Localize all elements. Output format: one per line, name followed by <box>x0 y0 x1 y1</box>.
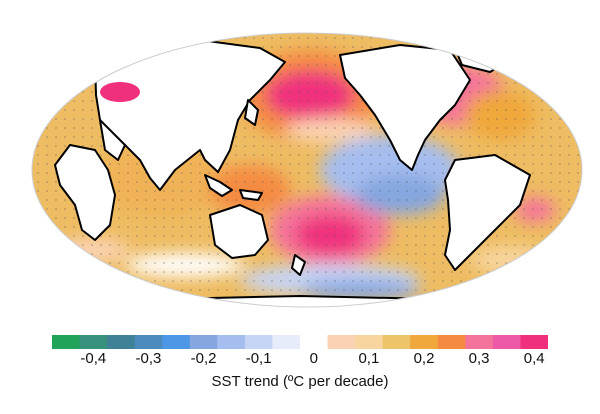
colorbar-bin <box>437 335 466 349</box>
land-north-america <box>339 44 471 171</box>
colorbar-bin <box>134 335 163 349</box>
colorbar-tick-label: -0,2 <box>190 350 217 367</box>
colorbar-tick-label: -0,1 <box>245 350 272 367</box>
colorbar-bin <box>355 335 384 349</box>
colorbar-bin <box>492 335 521 349</box>
colorbar-bin <box>382 335 411 349</box>
sst-trend-map <box>31 32 583 308</box>
colorbar-bin <box>465 335 494 349</box>
colorbar-bin <box>520 335 548 349</box>
colorbar-tick-label: -0,4 <box>80 350 107 367</box>
colorbar <box>52 335 548 349</box>
colorbar-title: SST trend (ºC per decade) <box>211 373 389 390</box>
colorbar-tick-label: 0,1 <box>358 350 380 367</box>
colorbar-bin <box>244 335 273 349</box>
land-indonesia <box>204 174 233 197</box>
colorbar-tick-label: -0,3 <box>135 350 162 367</box>
globe-outline <box>31 32 583 308</box>
colorbar-tick-label: 0,4 <box>523 350 545 367</box>
arctic-anomaly-europe <box>100 82 140 102</box>
land-antarctica <box>89 295 521 307</box>
colorbar-bin <box>327 335 356 349</box>
colorbar-bin <box>79 335 108 349</box>
colorbar-bin <box>300 335 329 349</box>
colorbar-bin <box>162 335 191 349</box>
colorbar-tick-label: 0,3 <box>468 350 490 367</box>
colorbar-tick-label: 0,2 <box>413 350 435 367</box>
land-new-guinea <box>239 189 263 201</box>
land-south-america <box>444 154 531 271</box>
colorbar-bin <box>272 335 301 349</box>
colorbar-bin <box>107 335 136 349</box>
land-africa <box>54 144 116 241</box>
land-middle-east <box>99 119 126 161</box>
colorbar-bin <box>52 335 81 349</box>
land-japan <box>244 99 259 126</box>
colorbar-bin <box>217 335 246 349</box>
land-australia <box>209 204 269 259</box>
colorbar-bin <box>189 335 218 349</box>
colorbar-bin <box>410 335 439 349</box>
land-new-zealand <box>291 254 306 276</box>
colorbar-tick-label: 0 <box>309 350 318 367</box>
